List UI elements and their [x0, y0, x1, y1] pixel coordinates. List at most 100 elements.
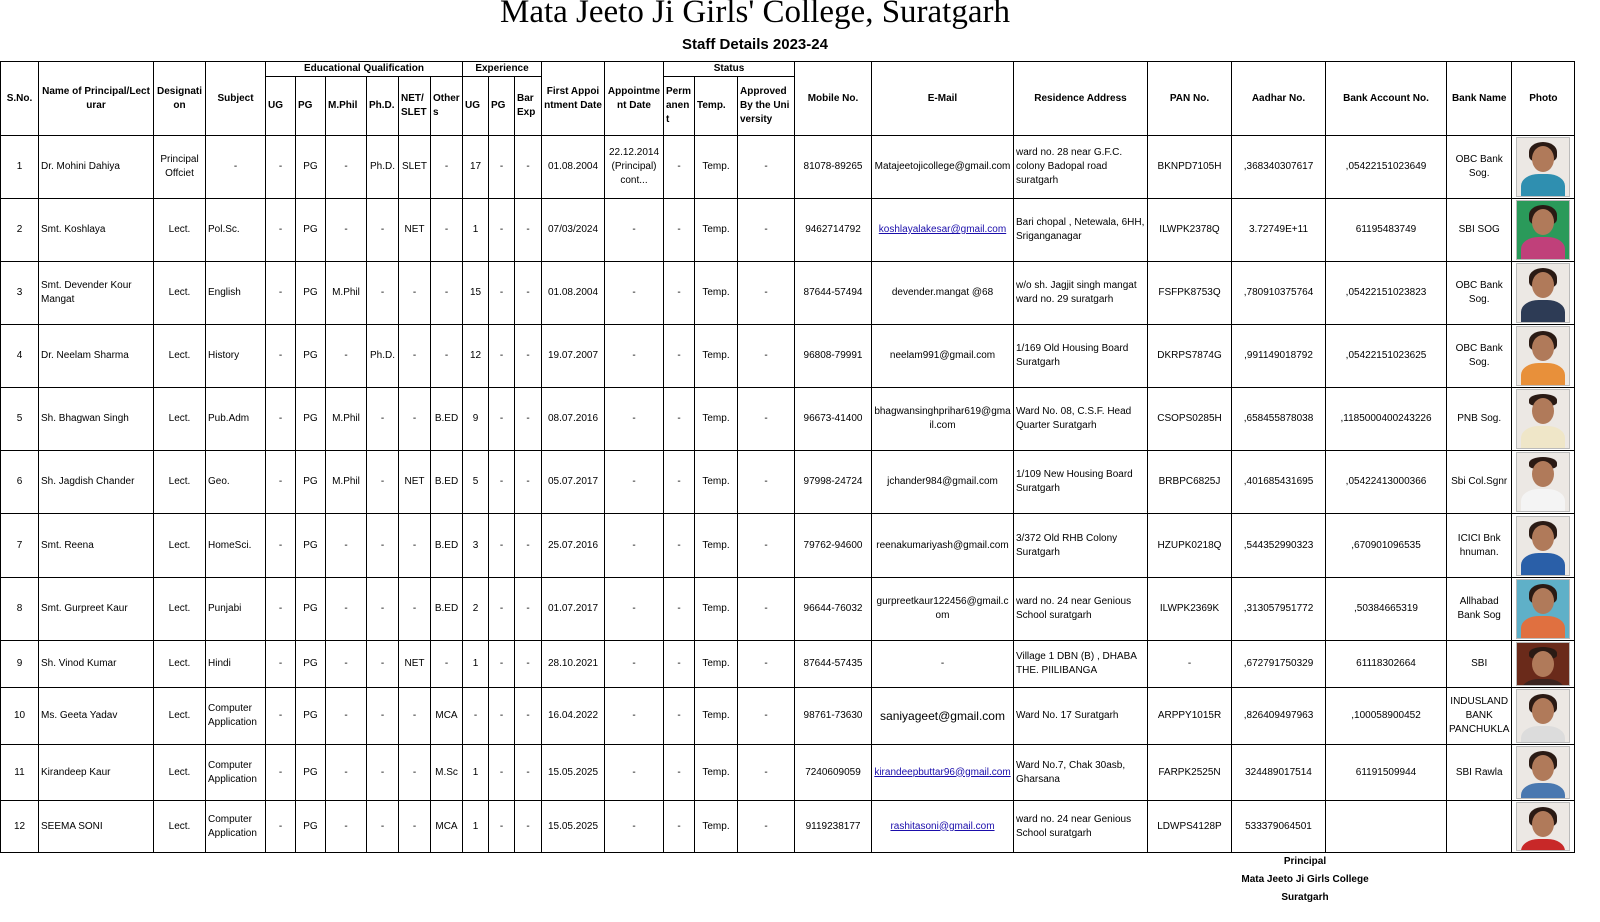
cell-designation: Lect.: [153, 800, 206, 853]
cell-exp-1: -: [488, 135, 515, 199]
cell-address: Village 1 DBN (B) , DHABA THE. PIILIBANG…: [1013, 640, 1148, 688]
cell-sno: 11: [0, 744, 39, 801]
cell-edu-4: NET: [398, 450, 431, 514]
email-link[interactable]: koshlayalakesar@gmail.com: [878, 224, 1007, 235]
cell-edu-3: -: [366, 198, 399, 262]
cell-edu-4: -: [398, 687, 431, 745]
header-address: Residence Address: [1013, 61, 1148, 136]
cell-bank-account: 61195483749: [1325, 198, 1447, 262]
footer-college: Mata Jeeto Ji Girls College: [1241, 874, 1369, 885]
header-status: Status: [663, 61, 795, 77]
cell-edu-2: M.Phil: [325, 450, 367, 514]
staff-photo: [1516, 579, 1571, 639]
header-status-1: Temp.: [694, 76, 738, 136]
cell-first-appointment: 15.05.2025: [541, 800, 605, 853]
cell-appointment: -: [604, 687, 664, 745]
cell-status-0: -: [663, 640, 695, 688]
email-link[interactable]: rashitasoni@gmail.com: [890, 820, 995, 832]
cell-designation: Lect.: [153, 261, 206, 325]
cell-address: 3/372 Old RHB Colony Suratgarh: [1013, 513, 1148, 578]
cell-photo: [1511, 135, 1576, 199]
cell-exp-2: -: [514, 324, 542, 388]
cell-designation: Lect.: [153, 198, 206, 262]
cell-name: SEEMA SONI: [38, 800, 154, 853]
cell-exp-2: -: [514, 800, 542, 853]
cell-email: neelam991@gmail.com: [871, 324, 1014, 388]
cell-first-appointment: 15.05.2025: [541, 744, 605, 801]
header-sno: S.No.: [0, 61, 39, 136]
cell-bank-account: ,05422413000366: [1325, 450, 1447, 514]
cell-edu-0: -: [265, 687, 296, 745]
cell-exp-1: -: [488, 577, 515, 641]
cell-name: Dr. Neelam Sharma: [38, 324, 154, 388]
cell-exp-2: -: [514, 261, 542, 325]
cell-edu-2: -: [325, 577, 367, 641]
cell-photo: [1511, 324, 1576, 388]
cell-first-appointment: 07/03/2024: [541, 198, 605, 262]
cell-aadhar: ,401685431695: [1231, 450, 1326, 514]
cell-edu-1: PG: [295, 450, 326, 514]
cell-appointment: -: [604, 324, 664, 388]
cell-subject: Geo.: [205, 450, 266, 514]
cell-status-2: -: [737, 450, 795, 514]
cell-edu-1: PG: [295, 324, 326, 388]
cell-edu-2: -: [325, 687, 367, 745]
email-link[interactable]: kirandeepbuttar96@gmail.com: [874, 766, 1011, 778]
cell-mobile: 87644-57494: [794, 261, 872, 325]
table-row: 9 Sh. Vinod Kumar Lect. Hindi - PG - - NET -1- -28…: [0, 640, 1576, 688]
footer-city: Suratgarh: [1281, 892, 1329, 903]
cell-subject: Computer Application: [205, 800, 266, 853]
cell-status-2: -: [737, 744, 795, 801]
cell-edu-1: PG: [295, 687, 326, 745]
cell-edu-1: PG: [295, 513, 326, 578]
cell-subject: Pub.Adm: [205, 387, 266, 451]
cell-edu-5: -: [430, 324, 463, 388]
cell-subject: HomeSci.: [205, 513, 266, 578]
cell-status-1: Temp.: [694, 800, 738, 853]
cell-exp-0: 1: [462, 744, 489, 801]
cell-edu-3: Ph.D.: [366, 135, 399, 199]
staff-photo: [1516, 263, 1571, 323]
cell-edu-0: -: [265, 198, 296, 262]
header-subject: Subject: [205, 61, 266, 136]
cell-bank-name: OBC Bank Sog.: [1445, 135, 1513, 199]
cell-edu-4: -: [398, 324, 431, 388]
cell-status-1: Temp.: [694, 577, 738, 641]
cell-bank-name: OBC Bank Sog.: [1445, 261, 1513, 325]
cell-status-0: -: [663, 687, 695, 745]
cell-edu-0: -: [265, 577, 296, 641]
cell-subject: Computer Application: [205, 687, 266, 745]
cell-mobile: 96673-41400: [794, 387, 872, 451]
cell-email[interactable]: kirandeepbuttar96@gmail.com: [871, 744, 1014, 801]
cell-exp-1: -: [488, 450, 515, 514]
cell-exp-0: 5: [462, 450, 489, 514]
header-experience: Experience: [462, 61, 542, 77]
cell-bank-account: 61118302664: [1325, 640, 1447, 688]
cell-sno: 10: [0, 687, 39, 745]
staff-photo: [1516, 689, 1571, 743]
cell-email[interactable]: rashitasoni@gmail.com: [871, 800, 1014, 853]
cell-status-0: -: [663, 513, 695, 578]
cell-mobile: 96644-76032: [794, 577, 872, 641]
header-exp-0: UG: [462, 76, 489, 136]
cell-edu-0: -: [265, 513, 296, 578]
cell-bank-account: ,05422151023649: [1325, 135, 1447, 199]
cell-status-2: -: [737, 577, 795, 641]
cell-email[interactable]: koshlayalakesar@gmail.com: [871, 198, 1014, 262]
cell-sno: 4: [0, 324, 39, 388]
cell-aadhar: ,826409497963: [1231, 687, 1326, 745]
cell-name: Smt. Koshlaya: [38, 198, 154, 262]
table-row: 8 Smt. Gurpreet Kaur Lect. Punjabi - PG - - - B.E…: [0, 577, 1576, 641]
cell-status-0: -: [663, 800, 695, 853]
header-pan: PAN No.: [1147, 61, 1232, 136]
cell-edu-2: -: [325, 744, 367, 801]
cell-edu-4: -: [398, 800, 431, 853]
cell-edu-2: -: [325, 513, 367, 578]
table-row: 12 SEEMA SONI Lect. Computer Application - PG…: [0, 800, 1576, 853]
cell-exp-2: -: [514, 640, 542, 688]
cell-pan: HZUPK0218Q: [1147, 513, 1232, 578]
cell-status-0: -: [663, 450, 695, 514]
cell-photo: [1511, 640, 1576, 688]
cell-status-1: Temp.: [694, 324, 738, 388]
cell-name: Kirandeep Kaur: [38, 744, 154, 801]
